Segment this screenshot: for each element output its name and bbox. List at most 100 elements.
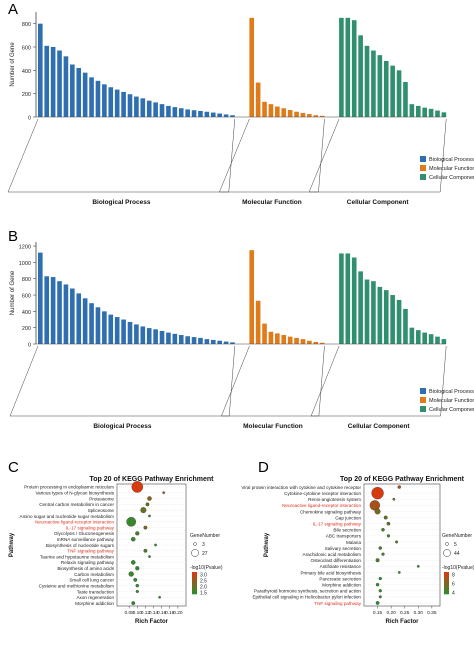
- bar: [57, 281, 62, 344]
- bar: [44, 276, 50, 344]
- color-legend-label: 6: [452, 582, 455, 588]
- color-legend-label: 2.5: [200, 579, 207, 585]
- bar: [287, 110, 293, 117]
- bar: [428, 334, 434, 344]
- pathway-label: Viral protein interaction with cytokine …: [241, 485, 361, 490]
- bar: [415, 330, 421, 344]
- bar: [287, 336, 293, 344]
- group-bracket-left: [310, 345, 340, 417]
- bar: [172, 333, 178, 344]
- bar: [108, 87, 114, 117]
- bubble: [397, 485, 402, 489]
- bubble: [158, 595, 161, 599]
- bar: [223, 114, 229, 117]
- bar: [82, 298, 88, 344]
- color-legend-step: [192, 576, 197, 579]
- legend-label: Biological Process: [429, 157, 474, 163]
- bubble: [131, 481, 144, 493]
- color-legend-step: [192, 587, 197, 590]
- bar: [409, 327, 415, 344]
- x-tick-label: 0.18: [165, 610, 175, 616]
- pathway-label: Osteoclast differentiation: [311, 558, 362, 563]
- bar: [422, 107, 427, 117]
- chart-title: Top 20 of KEGG Pathway Enrichment: [340, 476, 465, 483]
- pathway-label: Neuroactive ligand-receptor interaction: [35, 520, 114, 525]
- bar: [319, 342, 325, 344]
- color-legend-step: [192, 572, 197, 575]
- pathway-label: Cytokine-cytokine receptor interaction: [284, 491, 361, 496]
- bar: [294, 337, 299, 344]
- bar: [198, 337, 203, 344]
- pathway-label: Axon regeneration: [76, 595, 114, 600]
- y-tick-label: 800: [22, 22, 31, 28]
- color-legend-step: [444, 585, 449, 588]
- size-legend-label: 27: [202, 551, 208, 557]
- bubble: [392, 497, 396, 501]
- bar: [428, 108, 434, 117]
- bar: [409, 104, 415, 117]
- y-tick-label: 1200: [19, 245, 31, 251]
- bar: [50, 277, 56, 344]
- bubble: [381, 528, 385, 532]
- bubble: [371, 486, 384, 500]
- pathway-label: Bile secretion: [333, 528, 361, 533]
- x-tick-label: 0.16: [157, 610, 167, 616]
- bubble: [162, 491, 166, 495]
- panel-label-c: C: [8, 459, 19, 476]
- bar: [441, 339, 447, 344]
- bar: [403, 82, 408, 117]
- bubble: [135, 531, 140, 536]
- bar: [383, 61, 389, 117]
- kegg-bubble-chart-d: Top 20 of KEGG Pathway Enrichment Viral p…: [241, 476, 474, 625]
- bar: [262, 101, 267, 117]
- bar: [121, 319, 126, 344]
- x-tick-label: 0.35: [427, 610, 437, 616]
- bar: [217, 113, 222, 117]
- bar: [255, 300, 261, 344]
- pathway-label: Spliceosome: [88, 508, 115, 513]
- bar: [140, 326, 146, 344]
- bar: [95, 307, 101, 344]
- color-legend-title: -log10(Pvalue): [190, 565, 223, 571]
- bar: [204, 111, 210, 117]
- bar: [377, 55, 383, 117]
- bubble: [130, 536, 136, 542]
- bubble: [126, 516, 137, 527]
- panel-label-a: A: [8, 1, 18, 18]
- bubble: [145, 502, 150, 507]
- bar: [146, 328, 152, 344]
- y-tick-label: 800: [22, 277, 31, 283]
- color-legend-label: 3.0: [200, 573, 207, 579]
- x-tick-label: 0.20: [386, 610, 396, 616]
- bar: [57, 50, 62, 117]
- bar: [415, 105, 421, 117]
- bar: [358, 35, 363, 118]
- bar: [121, 91, 126, 117]
- y-tick-label: 600: [22, 46, 31, 52]
- legend-label: Biological Process: [429, 389, 474, 395]
- bar: [313, 341, 319, 344]
- size-legend-circle: [193, 542, 197, 546]
- legend-swatch: [420, 397, 426, 403]
- color-legend-label: 8: [452, 573, 455, 579]
- pathway-label: Primary bile acid biosynthesis: [300, 570, 361, 575]
- bar: [300, 339, 306, 344]
- pathway-label: ABC transporters: [326, 534, 362, 539]
- pathway-label: mRNA surveillance pathway: [57, 537, 115, 542]
- legend-label: Cellular Component: [429, 407, 474, 413]
- bubble: [383, 515, 388, 520]
- group-bracket-right: [318, 345, 325, 417]
- bubble: [375, 558, 380, 563]
- bar: [377, 286, 383, 344]
- bar: [371, 281, 376, 344]
- bubble: [374, 508, 381, 515]
- y-tick-label: 200: [22, 326, 31, 332]
- group-label: Cellular Component: [347, 199, 410, 206]
- y-tick-label: 0: [28, 343, 31, 349]
- pathway-label: Carbon metabolism: [74, 572, 114, 577]
- bar: [249, 17, 255, 117]
- bubble: [378, 595, 382, 599]
- bar: [76, 68, 82, 117]
- legend-swatch: [420, 174, 426, 180]
